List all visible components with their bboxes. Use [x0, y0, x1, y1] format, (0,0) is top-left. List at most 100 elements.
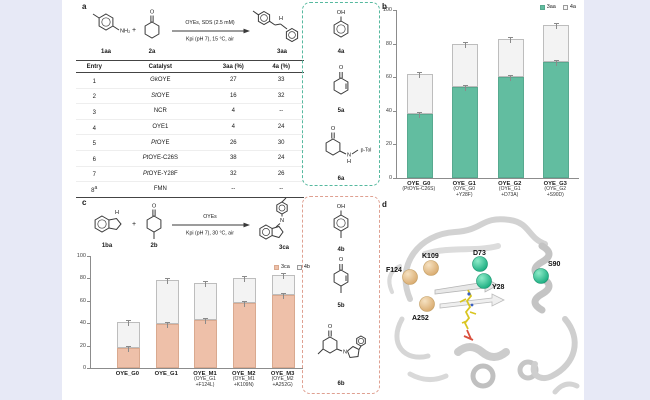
segment-3ca [155, 322, 179, 368]
bar-oye-m2 [233, 256, 257, 368]
protein-structure: F124 K109 D73 Y28 S90 A252 [386, 216, 580, 395]
ytick: 40 [79, 320, 91, 327]
molecule-4a: OH [333, 10, 349, 38]
segment-3ca [272, 293, 296, 368]
indoline-n: N [343, 350, 347, 356]
col-entry: Entry [76, 60, 113, 73]
label-6a: 6a [338, 176, 345, 182]
residue-label-F124: F124 [386, 267, 402, 274]
residue-spheres [402, 256, 549, 312]
segment-4a [452, 41, 479, 88]
amine-label: NH₂ [120, 29, 130, 35]
byproducts-box-b: OH 4b O 5b O [302, 196, 380, 394]
legend-key-3ca [274, 264, 279, 270]
xlabel-oye-g0: OYE_G0 [115, 371, 139, 377]
panel-c-label: c [82, 198, 87, 207]
label-3aa: 3aa [277, 49, 288, 55]
catalyst-screening-table: Entry Catalyst 3aa (%) 4a (%) 1 GkOYE 27 33… [76, 60, 304, 198]
legend-key-4a [562, 4, 568, 10]
label-5a: 5a [338, 108, 345, 114]
panel-b-chart: 0 20 40 60 80 100 [382, 2, 584, 198]
table-row: 2 StOYE 16 32 [76, 88, 304, 105]
segment-3aa [406, 112, 433, 178]
legend-label-3aa: 3aa [546, 4, 556, 10]
panel-b-yaxis: 0 20 40 60 80 100 [382, 7, 397, 181]
conditions-below: Kpi (pH 7), 15 °C, air [186, 37, 234, 43]
segment-3ca [233, 301, 257, 368]
conditions-above: OYEs, SDS (2.5 mM) [185, 20, 235, 26]
conditions-above: OYEs [203, 214, 217, 220]
ytick: 20 [385, 141, 397, 148]
table-row: 5 PtOYE 26 30 [76, 134, 304, 151]
sphere-F124 [402, 269, 418, 285]
sphere-S90 [533, 268, 549, 284]
ytick: 60 [79, 297, 91, 304]
label-2a: 2a [149, 49, 156, 55]
col-4a: 4a (%) [258, 60, 304, 73]
residue-label-A252: A252 [412, 315, 429, 322]
enone-o: O [339, 257, 344, 263]
phenol-oh: OH [337, 10, 345, 16]
byproducts-b-structures: OH 4b O 5b O [317, 204, 366, 387]
ytick: 60 [385, 74, 397, 81]
fmn-cofactor-sticks [459, 289, 477, 341]
legend-label-4b: 4b [303, 264, 310, 270]
sphere-D73 [472, 256, 488, 272]
sphere-A252 [419, 296, 435, 312]
col-catalyst: Catalyst [112, 60, 209, 73]
molecule-5b: O [333, 257, 349, 293]
panel-c-plot [90, 256, 303, 369]
residue-label-D73: D73 [473, 250, 486, 257]
ytick: 0 [82, 365, 91, 371]
ytick: 40 [385, 107, 397, 114]
residue-label-K109: K109 [422, 253, 439, 260]
legend-key-4b [296, 264, 302, 270]
bar-oye-g0 [406, 10, 433, 178]
amine-n: N [347, 153, 351, 159]
legend-label-3ca: 3ca [281, 264, 290, 270]
molecule-5a: O [333, 65, 349, 95]
segment-4a [406, 71, 433, 115]
xlabel-oye-g1: OYE_G1 [154, 371, 178, 377]
bar-oye-g2 [497, 10, 524, 178]
panel-a-reaction-scheme: NH₂ 1aa + O 2a OYEs, SDS (2.5 mM) Kpi (p… [92, 10, 299, 55]
bar-oye-m1 [194, 256, 218, 368]
label-5b: 5b [337, 303, 344, 309]
xlabel-oye-m3: OYE_M3 (OYE_M2 +A252G) [270, 371, 295, 388]
bar-oye-g1 [155, 256, 179, 368]
ptol-label: p-Tol [361, 148, 372, 154]
segment-3aa [543, 60, 570, 178]
legend-key-3aa [539, 4, 545, 10]
sphere-K109 [423, 260, 439, 276]
ytick: 80 [79, 275, 91, 282]
col-3aa: 3aa (%) [208, 60, 259, 73]
segment-4b [194, 280, 218, 320]
segment-4a [543, 23, 570, 63]
xlabel-oye-g0: OYE_G0 (PtOYE-C26S) [402, 181, 436, 192]
molecule-2a: O [144, 10, 160, 39]
table-row: 4 OYE1 4 24 [76, 119, 304, 136]
panel-c-yaxis: 0 20 40 60 80 100 [76, 253, 91, 371]
panel-a-label: a [82, 2, 87, 11]
molecule-6b: O N [317, 324, 366, 359]
ytick: 20 [79, 342, 91, 349]
bar-oye-g1 [452, 10, 479, 178]
sphere-Y28 [476, 273, 492, 289]
label-1ba: 1ba [102, 243, 113, 249]
ytick: 100 [382, 7, 397, 13]
table-header-row: Entry Catalyst 3aa (%) 4a (%) [76, 60, 304, 73]
segment-4b [116, 320, 140, 348]
byproducts-a-structures: OH 4a O 5a O N H [325, 10, 372, 182]
xlabel-oye-m1: OYE_M1 (OYE_G1 +F124L) [193, 371, 217, 388]
xlabel-oye-g2: OYE_G2 (OYE_G1 +D73A) [498, 181, 522, 198]
panel-c-xlabels: OYE_G0 OYE_G1 OYE_M1 (OYE_G1 +F124L) OYE_M… [90, 371, 302, 389]
conditions-below: Kpi (pH 7), 30 °C, air [186, 231, 234, 237]
amine-h: H [347, 159, 351, 165]
panel-c-legend: 3ca 4b [274, 264, 310, 270]
molecule-2b: O [146, 204, 162, 239]
plus-sign: + [132, 221, 136, 228]
panel-d-label: d [382, 200, 387, 209]
segment-4a [497, 36, 524, 78]
segment-3ca [194, 317, 218, 368]
